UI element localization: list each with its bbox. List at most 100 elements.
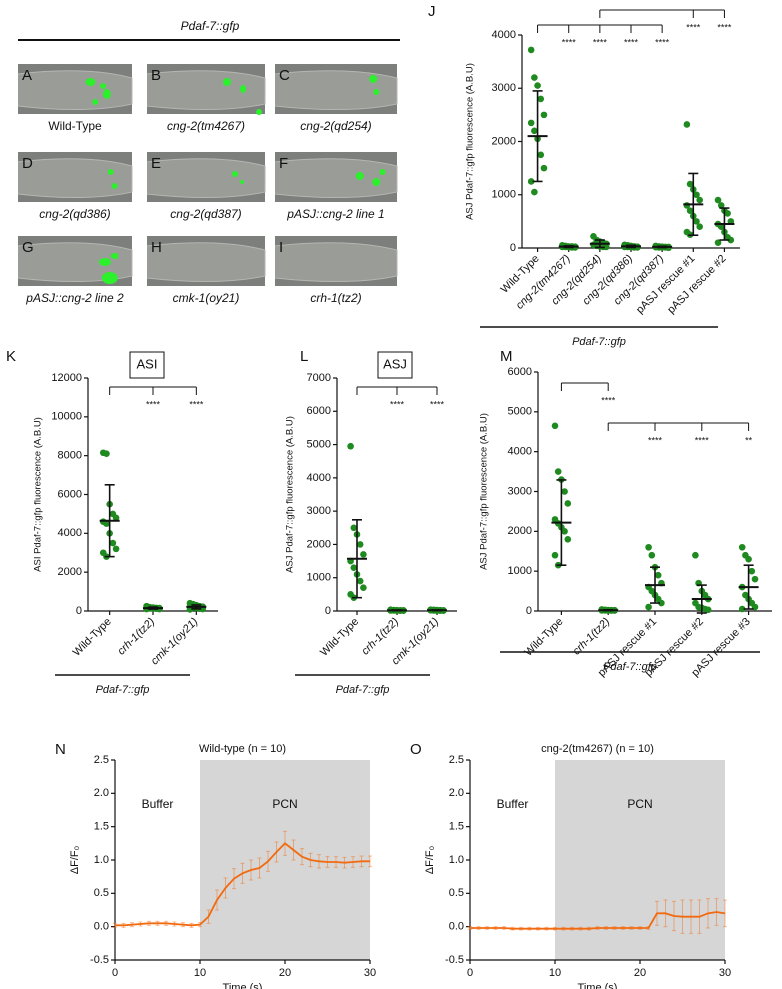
significance: **** [430,399,445,409]
worm-outline [146,242,266,283]
data-point [693,218,700,225]
panel-caption: cng-2(qd386) [39,207,110,221]
data-point [537,95,545,103]
x-tick-label: 20 [279,967,291,979]
data-point [748,567,756,575]
y-tick-label: 6000 [307,405,331,417]
panel-caption: crh-1(tz2) [310,291,361,305]
x-tick-label: 10 [549,967,561,979]
data-point [112,514,120,522]
data-point [527,178,535,185]
data-point [696,196,703,204]
gfp-signal [232,171,238,177]
gfp-signal [373,89,380,95]
x-tick-label: 30 [364,967,376,979]
y-tick-label: 2000 [58,566,82,578]
gfp-signal [372,178,381,186]
y-tick-label: 0.0 [449,921,464,933]
x-tick-label: pASJ rescue #2 [665,253,728,316]
significance: **** [686,22,701,32]
box-label: ASJ [383,356,407,371]
data-point [693,191,700,199]
y-tick-label: 3000 [508,485,532,497]
y-tick-label: 1000 [307,572,331,584]
series-line [470,911,726,930]
data-point [602,243,610,251]
y-axis-label: ASJ Pdaf-7::gfp fluorescence (A.B.U) [465,63,476,220]
y-tick-label: 5000 [307,438,331,450]
panel-caption: cmk-1(oy21) [173,291,240,305]
y-axis-label: ASJ Pdaf-7::gfp fluorescence (A.B.U) [285,416,296,573]
y-tick-label: 0.5 [94,887,109,899]
panel-caption: cng-2(qd254) [300,119,371,133]
data-point [531,127,538,135]
y-tick-label: 2000 [307,538,331,550]
x-tick-label: crh-1(tz2) [571,615,613,657]
region-label: PCN [272,797,297,811]
y-tick-label: 4000 [492,29,516,41]
data-point [727,218,735,225]
data-point [534,82,541,89]
worm-outline [17,70,133,111]
panel-letter: K [6,348,16,365]
panel-caption: pASJ::cng-2 line 1 [286,207,384,221]
panel-letter: I [279,239,283,256]
gfp-signal [102,89,111,99]
data-point [751,575,759,583]
panel-letter: O [410,741,422,758]
y-tick-label: 1.5 [449,821,464,833]
data-point [683,121,691,128]
data-point [686,180,694,188]
y-tick-label: 8000 [58,450,82,462]
image-title: Pdaf-7::gfp [181,19,240,33]
micrograph: A Wild-Type [17,64,133,133]
y-tick-label: -0.5 [90,954,109,966]
gfp-signal [101,272,118,284]
data-point [112,545,120,553]
data-point [686,207,694,215]
x-tick-label: crh-1(tz2) [359,615,401,657]
y-tick-label: 4000 [58,527,82,539]
data-point [717,202,725,209]
gfp-signal [256,109,262,115]
data-point [527,46,535,54]
significance: **** [695,435,710,445]
y-tick-label: 10000 [51,411,82,423]
worm-outline [146,158,266,199]
panel-caption: cng-2(qd387) [170,207,241,221]
data-point [540,111,548,119]
worm-outline [274,70,398,111]
significance: **** [390,399,405,409]
data-point [645,603,652,611]
data-point [564,536,572,543]
data-point [540,164,548,172]
group-label: Pdaf-7::gfp [336,684,390,696]
x-axis-label: Time (s) [578,982,618,989]
data-point [350,524,358,532]
data-point [537,151,545,159]
significance: **** [146,399,161,409]
gfp-signal [98,258,111,266]
gfp-signal [92,99,99,105]
stimulus-shade [555,760,725,960]
x-tick-label: 30 [719,967,731,979]
y-tick-label: 1.5 [94,821,109,833]
gfp-signal [85,78,96,86]
y-tick-label: 4000 [508,446,532,458]
label-box [377,351,413,379]
significance: **** [593,37,608,47]
group-label: Pdaf-7::gfp [603,661,657,673]
data-point [527,119,535,127]
worm-outline [17,158,133,199]
data-point [109,539,117,547]
y-tick-label: 6000 [508,366,532,378]
series-line [115,842,370,927]
panel-letter: C [279,67,290,84]
panel-letter: B [151,67,161,84]
y-tick-label: -0.5 [445,954,464,966]
